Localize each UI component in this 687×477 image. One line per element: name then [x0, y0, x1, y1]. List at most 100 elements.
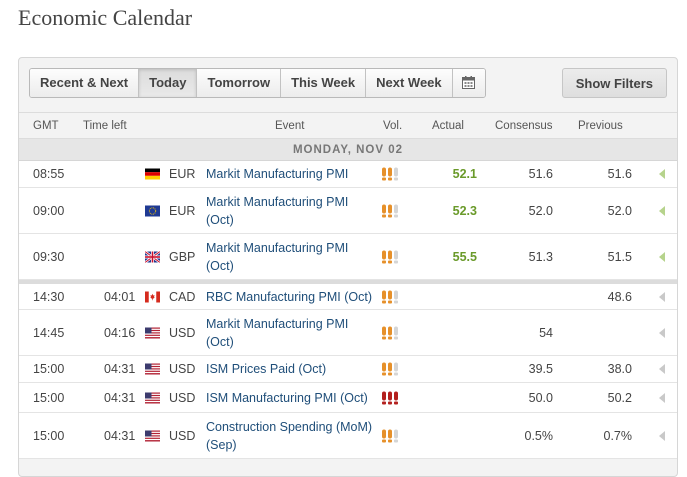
currency-code: GBP	[169, 249, 196, 264]
expand-arrow-icon[interactable]	[659, 364, 665, 374]
day-group-header: MONDAY, NOV 02	[19, 139, 677, 161]
consensus-value: 54	[539, 325, 553, 340]
actual-value: 55.5	[452, 249, 477, 264]
volatility-icon	[382, 326, 386, 339]
show-filters-button[interactable]: Show Filters	[561, 68, 667, 98]
table-row[interactable]: 15:00 04:31 USD ISM Prices Paid (Oct) 39.5 38…	[19, 356, 677, 383]
previous-value: 38.0	[607, 362, 632, 376]
time-left: 04:31	[104, 428, 136, 443]
consensus-value: 51.6	[528, 167, 553, 181]
event-link[interactable]: Markit Manufacturing PMI (Oct)	[206, 194, 349, 227]
table-header: GMT Time left Event Vol. Actual Consensu…	[19, 113, 677, 139]
flag-us-icon	[145, 327, 160, 338]
event-link[interactable]: ISM Manufacturing PMI (Oct)	[206, 390, 368, 405]
table-row[interactable]: 15:00 04:31 USD ISM Manufacturing PMI (Oct)…	[19, 383, 677, 413]
previous-value: 50.2	[607, 390, 632, 405]
volatility-icon	[388, 250, 392, 263]
table-row[interactable]: 09:00 EUR Markit Manufacturing PMI (Oct) 52…	[19, 188, 677, 234]
previous-value: 51.5	[607, 249, 632, 264]
volatility-indicator	[382, 429, 398, 442]
table-row[interactable]: 09:30 GBP Markit Manufacturing PMI (Oct) 55…	[19, 234, 677, 280]
date-range-button-group: Recent & Next Today Tomorrow This Week N…	[29, 68, 486, 98]
consensus-value: 52.0	[528, 203, 553, 218]
volatility-icon	[382, 250, 386, 263]
table-row[interactable]: 14:30 04:01 CAD RBC Manufacturing PMI (Oct)…	[19, 280, 677, 310]
flag-uk-icon	[145, 251, 160, 262]
gmt-time: 09:00	[33, 203, 65, 218]
volatility-icon	[394, 362, 398, 376]
volatility-indicator	[382, 167, 398, 181]
today-button[interactable]: Today	[139, 69, 198, 97]
column-header-previous[interactable]: Previous	[578, 120, 623, 132]
tomorrow-button[interactable]: Tomorrow	[197, 69, 282, 97]
currency-code: EUR	[169, 203, 196, 218]
volatility-icon	[382, 204, 386, 217]
expand-arrow-icon[interactable]	[659, 392, 665, 403]
flag-eu-icon	[145, 205, 160, 216]
table-row[interactable]: 08:55 EUR Markit Manufacturing PMI 52.1 51.6…	[19, 161, 677, 188]
event-link[interactable]: Markit Manufacturing PMI	[206, 167, 349, 181]
volatility-icon	[388, 167, 392, 181]
currency-code: USD	[169, 428, 196, 443]
column-header-event[interactable]: Event	[275, 120, 305, 132]
flag-germany-icon	[145, 168, 160, 180]
volatility-icon	[388, 362, 392, 376]
column-header-time-left[interactable]: Time left	[83, 120, 127, 132]
volatility-icon	[388, 429, 392, 442]
gmt-time: 15:00	[33, 390, 65, 405]
previous-value: 51.6	[607, 167, 632, 181]
volatility-icon	[382, 391, 386, 404]
actual-value: 52.1	[452, 167, 477, 181]
event-link[interactable]: ISM Prices Paid (Oct)	[206, 362, 327, 376]
table-row[interactable]: 14:45 04:16 USD Markit Manufacturing PMI (O…	[19, 310, 677, 356]
consensus-value: 51.3	[528, 249, 553, 264]
currency-code: USD	[169, 390, 196, 405]
column-header-actual[interactable]: Actual	[432, 120, 464, 132]
consensus-value: 0.5%	[524, 428, 554, 443]
volatility-icon	[394, 290, 398, 303]
calendar-icon	[462, 75, 476, 89]
expand-arrow-icon[interactable]	[659, 251, 665, 262]
flag-canada-icon	[145, 291, 160, 302]
volatility-icon	[382, 290, 386, 303]
event-link[interactable]: Construction Spending (MoM) (Sep)	[206, 419, 373, 452]
volatility-indicator	[382, 326, 398, 339]
calendar-picker-button[interactable]	[452, 69, 485, 97]
column-header-vol[interactable]: Vol.	[383, 120, 403, 132]
time-left: 04:31	[104, 390, 136, 405]
table-row[interactable]: 15:00 04:31 USD Construction Spending (MoM)…	[19, 413, 677, 459]
volatility-icon	[388, 326, 392, 339]
volatility-indicator	[382, 290, 398, 303]
flag-us-icon	[145, 363, 160, 375]
currency-code: CAD	[169, 289, 196, 304]
consensus-value: 39.5	[528, 362, 553, 376]
currency-code: USD	[169, 325, 196, 340]
gmt-time: 08:55	[33, 167, 65, 181]
this-week-button[interactable]: This Week	[281, 69, 367, 97]
event-link[interactable]: RBC Manufacturing PMI (Oct)	[206, 289, 373, 304]
expand-arrow-icon[interactable]	[659, 205, 665, 216]
time-left: 04:31	[104, 362, 136, 376]
column-header-consensus[interactable]: Consensus	[495, 120, 553, 132]
expand-arrow-icon[interactable]	[659, 430, 665, 441]
page-title: Economic Calendar	[18, 5, 193, 30]
volatility-icon	[394, 204, 398, 217]
actual-value: 52.3	[452, 203, 477, 218]
expand-arrow-icon[interactable]	[659, 327, 665, 338]
volatility-icon	[394, 429, 398, 442]
event-link[interactable]: Markit Manufacturing PMI (Oct)	[206, 240, 349, 273]
previous-value: 48.6	[607, 289, 632, 304]
volatility-icon	[394, 326, 398, 339]
event-link[interactable]: Markit Manufacturing PMI (Oct)	[206, 316, 349, 349]
recent-next-button[interactable]: Recent & Next	[30, 69, 140, 97]
gmt-time: 09:30	[33, 249, 65, 264]
gmt-time: 15:00	[33, 362, 65, 376]
volatility-icon	[388, 391, 392, 404]
flag-us-icon	[145, 392, 160, 403]
expand-arrow-icon[interactable]	[659, 291, 665, 302]
volatility-icon	[382, 362, 386, 376]
column-header-gmt[interactable]: GMT	[33, 120, 59, 132]
expand-arrow-icon[interactable]	[659, 169, 665, 179]
volatility-icon	[394, 250, 398, 263]
next-week-button[interactable]: Next Week	[366, 69, 453, 97]
